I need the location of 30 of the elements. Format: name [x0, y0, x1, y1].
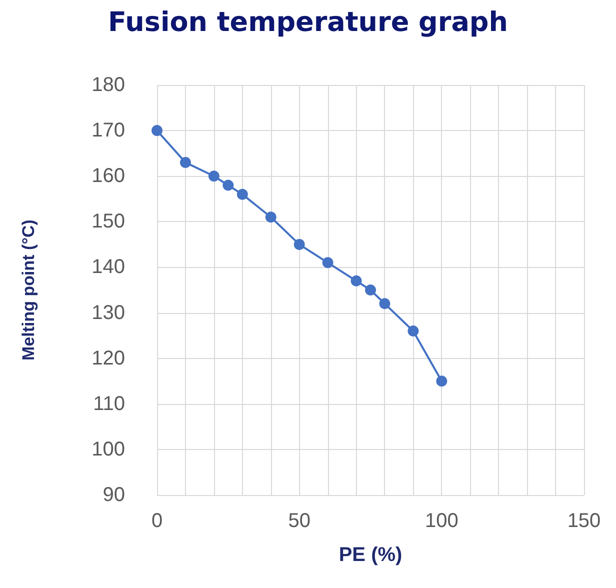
point	[222, 180, 234, 191]
x-tick-label: 100	[424, 510, 458, 532]
point	[436, 376, 448, 387]
x-tick-label: 50	[288, 510, 310, 532]
y-tick-label: 100	[92, 438, 125, 460]
point	[152, 125, 162, 136]
point	[265, 212, 276, 223]
y-tick-label: 150	[92, 210, 125, 233]
point	[379, 298, 390, 310]
chart-title: Fusion temperature graph	[108, 7, 508, 38]
point	[365, 284, 376, 296]
y-tick-label: 130	[92, 302, 125, 324]
x-tick-label: 0	[151, 510, 163, 532]
point	[208, 170, 220, 182]
point	[408, 326, 419, 336]
y-tick-label: 160	[92, 165, 125, 188]
x-axis-title: PE (%)	[338, 544, 402, 566]
y-tick-label: 120	[92, 347, 125, 370]
y-tick-label: 170	[92, 120, 125, 142]
y-tick-label: 140	[92, 256, 125, 278]
x-tick-label: 150	[567, 510, 601, 532]
y-axis-title: Melting point (°C)	[19, 220, 38, 360]
point	[294, 238, 305, 250]
y-tick-label: 110	[93, 392, 125, 415]
point	[180, 156, 191, 168]
y-tick-label: 90	[102, 484, 125, 506]
point	[236, 188, 248, 200]
point	[322, 257, 334, 268]
point	[350, 275, 362, 286]
y-tick-label: 180	[92, 74, 125, 96]
